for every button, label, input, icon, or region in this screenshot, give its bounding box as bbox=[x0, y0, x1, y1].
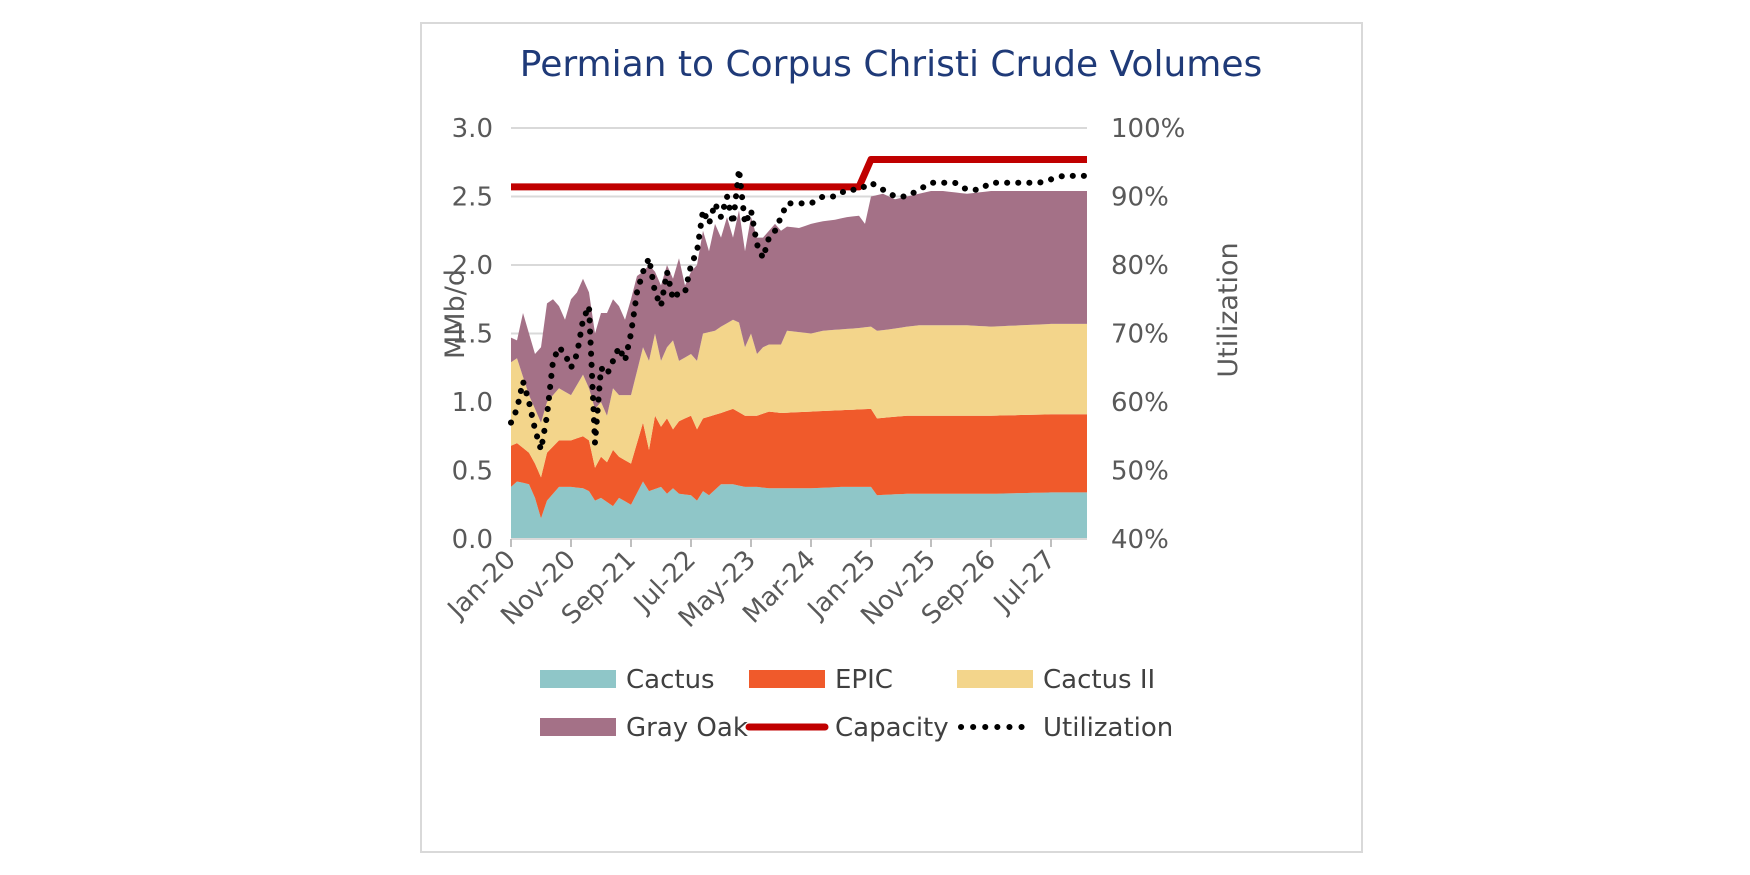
y-tick-label: 2.0 bbox=[452, 251, 493, 281]
area-epic bbox=[511, 408, 1087, 519]
legend-item-cactus-ii: Cactus II bbox=[957, 665, 1155, 695]
area-chart: Permian to Corpus Christi Crude Volumes … bbox=[440, 44, 1262, 743]
legend-swatch bbox=[957, 670, 1033, 688]
y2-tick-label: 90% bbox=[1111, 183, 1169, 213]
y2-tick-label: 40% bbox=[1111, 525, 1169, 555]
y2-tick-label: 100% bbox=[1111, 114, 1185, 144]
legend-swatch bbox=[540, 670, 616, 688]
y-tick-label: 0.5 bbox=[452, 457, 493, 487]
y-tick-label: 0.0 bbox=[452, 525, 493, 555]
legend-item-gray-oak: Gray Oak bbox=[540, 713, 748, 743]
legend-label: Cactus II bbox=[1043, 665, 1155, 695]
utilization-line bbox=[508, 168, 1090, 451]
legend-item-capacity: Capacity bbox=[745, 713, 949, 743]
legend-item-epic: EPIC bbox=[749, 665, 893, 695]
y-tick-label: 1.0 bbox=[452, 388, 493, 418]
legend-item-cactus: Cactus bbox=[540, 665, 715, 695]
legend-label: Gray Oak bbox=[626, 713, 748, 743]
y2-tick-label: 80% bbox=[1111, 251, 1169, 281]
legend-swatch bbox=[749, 670, 825, 688]
y-tick-label: 2.5 bbox=[452, 183, 493, 213]
x-tick-label: Jul-27 bbox=[987, 545, 1062, 620]
y2-tick-label: 70% bbox=[1111, 320, 1169, 350]
y-tick-label: 3.0 bbox=[452, 114, 493, 144]
chart-frame: Permian to Corpus Christi Crude Volumes … bbox=[420, 22, 1363, 853]
line-series bbox=[508, 156, 1090, 451]
legend-label: Cactus bbox=[626, 665, 715, 695]
chart-title: Permian to Corpus Christi Crude Volumes bbox=[520, 44, 1262, 85]
y-tick-label: 1.5 bbox=[452, 320, 493, 350]
legend: Cactus EPIC Cactus II Gray Oak Capacity Utili… bbox=[540, 665, 1173, 743]
area-series bbox=[511, 191, 1087, 539]
legend-item-utilization: Utilization bbox=[958, 713, 1173, 743]
legend-label: Capacity bbox=[835, 713, 949, 743]
area-cactus bbox=[511, 481, 1087, 539]
area-gray-oak bbox=[511, 191, 1087, 423]
capacity-line bbox=[511, 156, 1087, 191]
area-cactus-ii bbox=[511, 319, 1087, 478]
y2-tick-label: 50% bbox=[1111, 457, 1169, 487]
legend-label: EPIC bbox=[835, 665, 893, 695]
y2-axis-title: Utilization bbox=[1213, 242, 1244, 377]
y2-tick-label: 60% bbox=[1111, 388, 1169, 418]
y-axis-title: MMb/d bbox=[440, 269, 471, 359]
legend-swatch bbox=[540, 718, 616, 736]
legend-label: Utilization bbox=[1043, 713, 1173, 743]
